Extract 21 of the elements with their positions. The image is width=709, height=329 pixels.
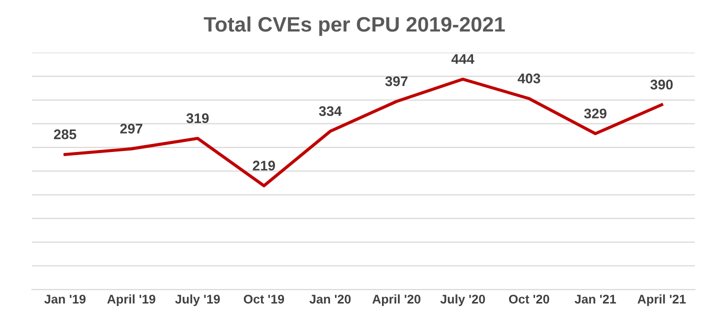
data-label: 397: [385, 76, 408, 86]
data-label: 390: [650, 80, 673, 90]
data-label: 319: [186, 113, 209, 124]
data-label: 334: [318, 106, 342, 116]
x-tick-label: Oct '19: [244, 294, 284, 304]
data-label: 444: [451, 54, 474, 64]
x-tick-label: Jan '19: [44, 294, 86, 304]
data-label: 297: [120, 124, 142, 134]
x-tick-label: Jan '20: [309, 294, 351, 304]
x-tick-label: July '19: [175, 294, 220, 306]
x-tick-label: Jan '21: [574, 294, 616, 304]
chart-title: Total CVEs per CPU 2019-2021: [204, 16, 505, 36]
x-tick-label: April '19: [107, 294, 156, 306]
data-label: 219: [252, 160, 275, 171]
x-tick-label: Oct '20: [509, 294, 550, 304]
x-tick-label: April '21: [638, 294, 686, 306]
x-tick-label: July '20: [440, 294, 485, 306]
data-label: 285: [54, 129, 76, 140]
data-label: 403: [518, 74, 540, 84]
x-tick-label: April '20: [372, 294, 420, 306]
data-label: 329: [584, 108, 606, 118]
